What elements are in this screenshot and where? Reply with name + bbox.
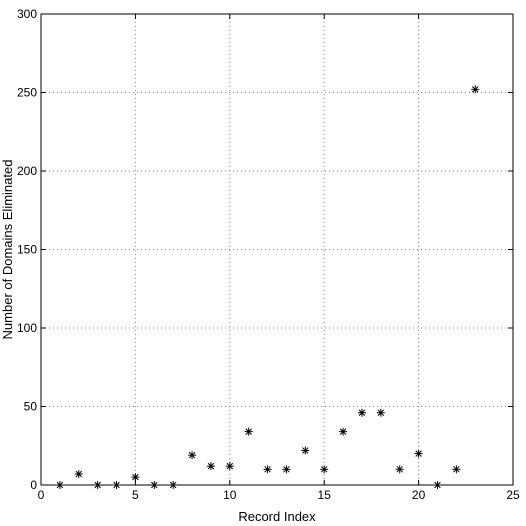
data-markers: [55, 85, 480, 489]
y-tick-label: 0: [30, 478, 37, 492]
data-point: [263, 465, 272, 474]
data-point: [433, 481, 442, 489]
x-axis-label: Record Index: [238, 509, 316, 524]
x-tick-label: 25: [506, 488, 520, 502]
x-tick-label: 10: [223, 488, 237, 502]
data-point: [225, 462, 234, 471]
data-point: [112, 481, 121, 489]
data-point: [188, 451, 197, 460]
data-point: [169, 481, 178, 489]
y-tick-label: 50: [24, 400, 38, 414]
x-tick-label: 20: [412, 488, 426, 502]
x-tick-label: 0: [38, 488, 45, 502]
y-tick-label: 200: [17, 164, 37, 178]
data-point: [452, 465, 461, 474]
data-point: [244, 427, 253, 436]
x-tick-label: 15: [318, 488, 332, 502]
data-point: [55, 481, 64, 489]
grid-lines: [41, 14, 513, 485]
x-tick-label: 5: [132, 488, 139, 502]
y-tick-label: 300: [17, 7, 37, 21]
data-point: [74, 470, 83, 479]
data-point: [206, 462, 215, 471]
data-point: [395, 465, 404, 474]
y-tick-label: 150: [17, 243, 37, 257]
data-point: [301, 446, 310, 455]
axis-ticks: [40, 13, 514, 486]
data-point: [471, 85, 480, 94]
data-point: [339, 427, 348, 436]
data-point: [414, 449, 423, 458]
y-axis-label: Number of Domains Eliminated: [0, 160, 15, 340]
data-point: [93, 481, 102, 489]
y-tick-label: 250: [17, 86, 37, 100]
data-point: [376, 408, 385, 417]
data-point: [357, 408, 366, 417]
y-tick-label: 100: [17, 321, 37, 335]
data-point: [131, 473, 140, 482]
data-point: [150, 481, 159, 489]
data-point: [320, 465, 329, 474]
data-point: [282, 465, 291, 474]
